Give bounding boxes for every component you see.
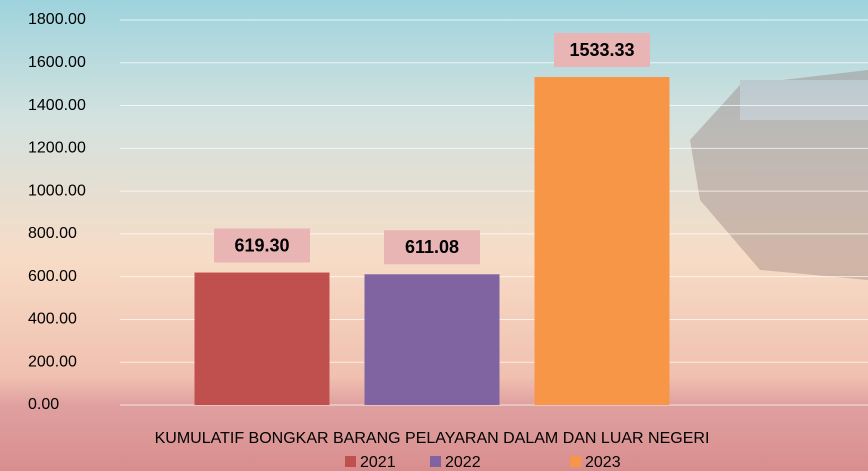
- y-tick-label: 1600.00: [28, 54, 86, 71]
- y-tick-label: 800.00: [28, 225, 77, 242]
- y-tick-label: 600.00: [28, 268, 77, 285]
- legend-label: 2021: [360, 454, 396, 471]
- value-label: 611.08: [405, 237, 459, 257]
- value-label: 1533.33: [569, 40, 634, 60]
- legend-label: 2022: [445, 454, 481, 471]
- y-tick-label: 1800.00: [28, 11, 86, 28]
- bar: [195, 273, 330, 405]
- bar: [535, 77, 670, 405]
- x-tick-label: KUMULATIF BONGKAR BARANG PELAYARAN DALAM…: [155, 430, 710, 447]
- y-tick-label: 0.00: [28, 396, 59, 413]
- y-tick-label: 400.00: [28, 311, 77, 328]
- value-label: 619.30: [234, 235, 289, 255]
- bar: [365, 274, 500, 405]
- legend-swatch: [430, 456, 441, 467]
- legend-swatch: [570, 456, 581, 467]
- legend-label: 2023: [585, 454, 621, 471]
- legend-swatch: [345, 456, 356, 467]
- y-tick-label: 1400.00: [28, 97, 86, 114]
- chart: 0.00 200.00 400.00 600.00 800.00 1000.00 1200.…: [0, 0, 868, 471]
- y-tick-label: 1200.00: [28, 140, 86, 157]
- y-tick-label: 1000.00: [28, 182, 86, 199]
- y-tick-label: 200.00: [28, 353, 77, 370]
